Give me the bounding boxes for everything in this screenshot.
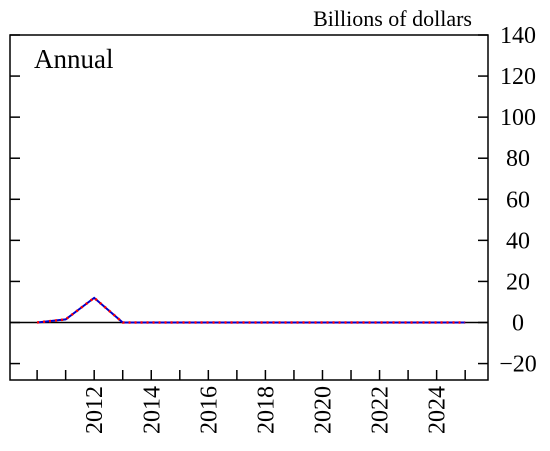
x-tick-label: 2014 [139, 386, 165, 434]
series-line [37, 296, 466, 324]
y-tick-label: −20 [499, 352, 537, 378]
y-tick-label: 60 [506, 187, 530, 213]
y-tick-label: 120 [500, 64, 536, 90]
y-tick-label: 0 [512, 311, 524, 337]
y-tick-label: 100 [500, 105, 536, 131]
x-tick-label: 2024 [425, 386, 451, 434]
x-tick-label: 2016 [196, 386, 222, 434]
x-tick-label: 2020 [310, 386, 336, 434]
y-tick-label: 140 [500, 23, 536, 49]
y-tick-label: 80 [506, 146, 530, 172]
series-line [36, 296, 466, 324]
plot-frame [9, 34, 489, 381]
annotation: Annual [34, 44, 113, 74]
y-tick-label: 20 [506, 269, 530, 295]
x-tick-label: 2022 [368, 386, 394, 434]
x-tick-label: 2018 [253, 386, 279, 434]
x-tick-label: 2012 [82, 386, 108, 434]
y-tick-label: 40 [506, 228, 530, 254]
axis-label: Billions of dollars [313, 6, 472, 31]
